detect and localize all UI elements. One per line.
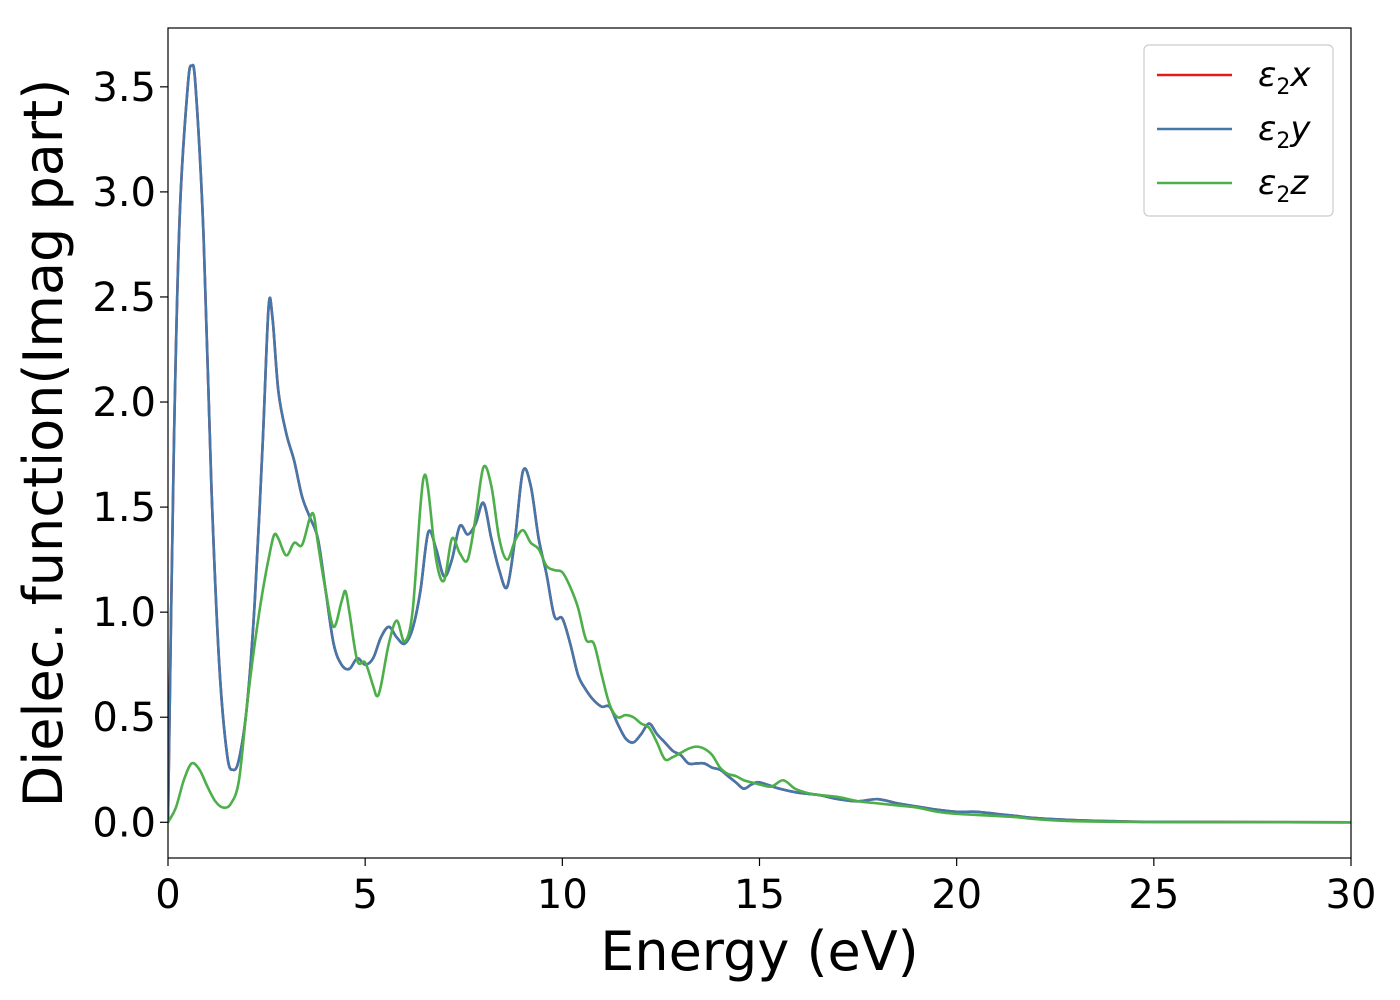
x-tick-label: 15 xyxy=(734,872,785,918)
x-tick-label: 30 xyxy=(1326,872,1377,918)
legend-label-x: ε2x xyxy=(1258,55,1311,100)
series-layer xyxy=(168,63,1351,824)
legend-box xyxy=(1143,44,1334,217)
legend: ε2x ε2y ε2z xyxy=(1143,44,1334,217)
legend-label-y: ε2y xyxy=(1258,109,1311,154)
x-axis: 0 5 10 15 20 25 30 xyxy=(155,858,1376,918)
series-line-y xyxy=(168,63,1351,824)
y-tick-label: 3.5 xyxy=(92,65,156,111)
x-tick-label: 10 xyxy=(537,872,588,918)
series-line-z xyxy=(168,464,1351,824)
y-axis-title: Dielec. function(Imag part) xyxy=(12,79,75,808)
y-tick-label: 2.5 xyxy=(92,275,156,321)
x-tick-label: 5 xyxy=(352,872,377,918)
x-tick-label: 0 xyxy=(155,872,180,918)
x-axis-title: Energy (eV) xyxy=(600,920,919,983)
y-axis: 0.0 0.5 1.0 1.5 2.0 2.5 3.0 3.5 xyxy=(92,65,168,846)
y-tick-label: 3.0 xyxy=(92,170,156,216)
legend-label-z: ε2z xyxy=(1258,163,1309,208)
x-tick-label: 25 xyxy=(1128,872,1179,918)
x-tick-label: 20 xyxy=(931,872,982,918)
y-tick-label: 1.5 xyxy=(92,485,156,531)
y-tick-label: 0.5 xyxy=(92,695,156,741)
y-tick-label: 1.0 xyxy=(92,590,156,636)
y-tick-label: 0.0 xyxy=(92,800,156,846)
y-tick-label: 2.0 xyxy=(92,380,156,426)
